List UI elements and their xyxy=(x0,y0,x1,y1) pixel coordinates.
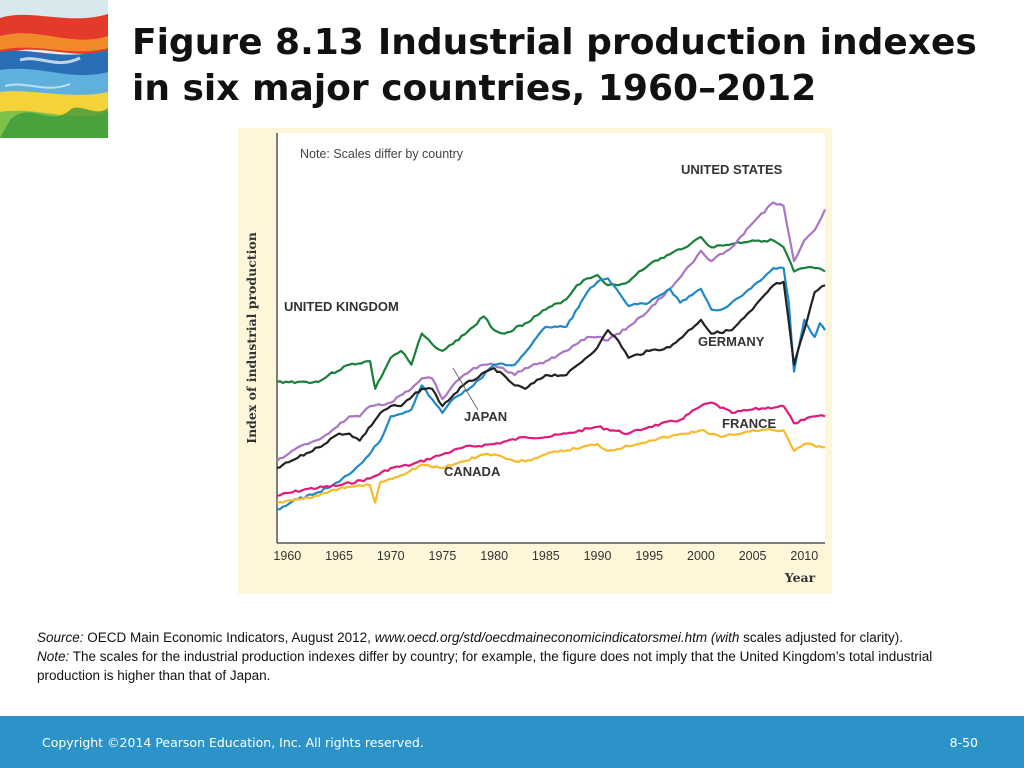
footer-copyright: Copyright ©2014 Pearson Education, Inc. … xyxy=(42,735,424,750)
source-with: (with xyxy=(710,630,740,645)
decorative-painting xyxy=(0,0,108,138)
series-label-japan: JAPAN xyxy=(464,409,507,424)
x-tick-label: 1960 xyxy=(273,549,301,563)
x-tick-label: 1980 xyxy=(480,549,508,563)
series-line-japan xyxy=(276,266,826,511)
series-line-united-states xyxy=(276,201,827,463)
series-lines xyxy=(276,201,827,511)
x-tick-label: 1975 xyxy=(429,549,457,563)
source-tail: scales adjusted for clarity). xyxy=(743,630,903,645)
x-tick-label: 1985 xyxy=(532,549,560,563)
series-line-france xyxy=(276,401,826,497)
x-tick-label: 2005 xyxy=(739,549,767,563)
x-tick-labels: 1960 1965 1970 1975 1980 1985 1990 1995 2000 2005… xyxy=(273,549,818,563)
series-label-france: FRANCE xyxy=(722,416,776,431)
series-label-canada: CANADA xyxy=(444,464,501,479)
series-label-united-states: UNITED STATES xyxy=(681,162,783,177)
footer-bar: Copyright ©2014 Pearson Education, Inc. … xyxy=(0,716,1024,768)
note-text: The scales for the industrial production… xyxy=(37,649,933,683)
source-text: OECD Main Economic Indicators, August 20… xyxy=(87,630,371,645)
source-line: Source: OECD Main Economic Indicators, A… xyxy=(37,628,992,647)
x-tick-label: 1965 xyxy=(325,549,353,563)
source-notes: Source: OECD Main Economic Indicators, A… xyxy=(37,628,992,685)
y-axis-label: Index of industrial production xyxy=(244,232,259,444)
footer-page-number: 8-50 xyxy=(949,735,978,750)
x-tick-label: 1990 xyxy=(584,549,612,563)
series-line-united-kingdom xyxy=(276,235,826,390)
note-label: Note: xyxy=(37,649,70,664)
series-line-germany xyxy=(276,280,826,470)
x-axis-label: Year xyxy=(784,570,816,585)
slide-title: Figure 8.13 Industrial production indexes… xyxy=(132,20,1012,112)
chart-panel: Note: Scales differ by country Index of … xyxy=(238,128,832,594)
japan-label-pointer xyxy=(452,367,479,411)
note-line: Note: The scales for the industrial prod… xyxy=(37,647,992,685)
series-label-germany: GERMANY xyxy=(698,334,765,349)
source-label: Source: xyxy=(37,630,84,645)
x-tick-label: 1970 xyxy=(377,549,405,563)
series-label-united-kingdom: UNITED KINGDOM xyxy=(284,299,399,314)
x-tick-label: 2000 xyxy=(687,549,715,563)
x-tick-label: 1995 xyxy=(635,549,663,563)
figure-number: Figure 8.13 xyxy=(132,22,364,63)
chart-note: Note: Scales differ by country xyxy=(300,147,464,161)
x-tick-label: 2010 xyxy=(790,549,818,563)
line-chart: Note: Scales differ by country Index of … xyxy=(244,133,827,585)
plot-area xyxy=(277,133,825,543)
source-url: www.oecd.org/std/oecdmaineconomicindicat… xyxy=(374,630,708,645)
figure-title-text: Industrial production indexes in six maj… xyxy=(132,22,977,109)
series-line-canada xyxy=(276,428,826,504)
